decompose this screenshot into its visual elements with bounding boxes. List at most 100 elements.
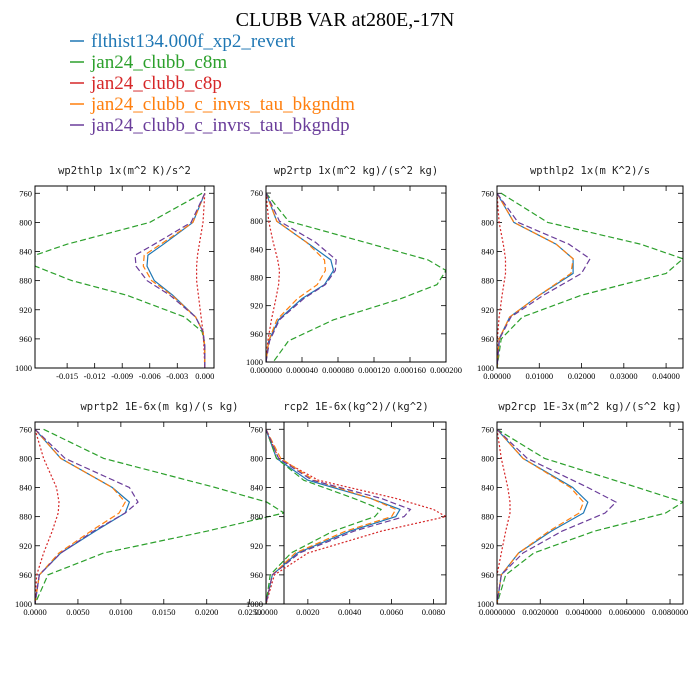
y-tick-label: 800 <box>481 217 494 227</box>
legend-entry: jan24_clubb_c8p <box>90 73 222 94</box>
series-line-3 <box>497 193 507 368</box>
y-tick-label: 1000 <box>477 599 494 609</box>
legend-entry: flthist134.000f_xp2_revert <box>91 31 296 52</box>
panel-title: wprtp2 1E-6x(m kg)/(s kg) <box>80 401 238 413</box>
y-tick-label: 800 <box>250 453 263 463</box>
series-line-5 <box>266 192 337 362</box>
y-tick-label: 800 <box>19 453 32 463</box>
x-tick-label: 0.0250 <box>238 607 261 617</box>
x-tick-label: 0.000120 <box>358 365 390 375</box>
y-tick-label: 960 <box>481 334 494 344</box>
series-line-5 <box>35 428 139 604</box>
x-tick-label: -0.012 <box>84 371 106 381</box>
y-tick-label: 960 <box>19 570 32 580</box>
chart-panel-4: wprtp2 1E-6x(m kg)/(s kg) 760 800 840 880 920… <box>15 401 285 617</box>
y-tick-label: 880 <box>250 512 263 522</box>
plot-frame <box>496 185 684 369</box>
y-tick-label: 920 <box>19 305 32 315</box>
y-tick-label: 800 <box>481 453 494 463</box>
x-tick-label: 0.0040000 <box>565 607 601 617</box>
y-tick-label: 920 <box>250 301 263 311</box>
plot-frame <box>265 421 447 605</box>
y-tick-label: 1000 <box>246 357 263 367</box>
y-tick-label: 840 <box>481 483 494 493</box>
plot-frame <box>265 185 447 363</box>
series-line-4 <box>35 428 126 604</box>
chart-panel-3: wpthlp2 1x(m K^2)/s 760 800 840 880 920 960 100… <box>477 165 684 381</box>
y-tick-label: 880 <box>481 276 494 286</box>
x-tick-label: 0.0020000 <box>522 607 558 617</box>
y-tick-label: 760 <box>481 424 494 434</box>
series-line-2 <box>497 428 683 604</box>
y-tick-label: 920 <box>250 541 263 551</box>
y-tick-label: 880 <box>19 276 32 286</box>
legend-entry: jan24_clubb_c_invrs_tau_bkgndm <box>90 94 355 115</box>
x-tick-label: 0.04000 <box>652 371 680 381</box>
y-tick-label: 800 <box>250 216 263 226</box>
plot-frame <box>34 185 215 369</box>
y-tick-label: 1000 <box>15 599 32 609</box>
panel-title: wp2rtp 1x(m^2 kg)/(s^2 kg) <box>274 165 438 177</box>
x-tick-label: 0.0000 <box>23 607 46 617</box>
plot-frame <box>34 421 285 605</box>
x-tick-label: 0.000080 <box>322 365 354 375</box>
x-tick-label: 0.0060000 <box>609 607 645 617</box>
plot-frame <box>496 421 684 605</box>
x-tick-label: 0.0060 <box>380 607 403 617</box>
series-line-4 <box>142 193 206 368</box>
legend-entry: jan24_clubb_c_invrs_tau_bkgndp <box>90 115 350 136</box>
series-line-2 <box>35 428 284 604</box>
series-line-2 <box>266 429 383 604</box>
chart-panel-2: wp2rtp 1x(m^2 kg)/(s^2 kg) 760 800 840 880 92… <box>246 165 462 375</box>
x-tick-label: 0.0000000 <box>479 607 515 617</box>
series-line-4 <box>266 192 327 362</box>
x-tick-label: 0.000 <box>195 371 214 381</box>
y-tick-label: 880 <box>481 512 494 522</box>
x-tick-label: 0.000200 <box>430 365 462 375</box>
y-tick-label: 1000 <box>477 363 494 373</box>
series-line-3 <box>266 429 446 604</box>
y-tick-label: 960 <box>19 334 32 344</box>
panel-title: wpthlp2 1x(m K^2)/s <box>530 165 650 177</box>
x-tick-label: 0.03000 <box>610 371 638 381</box>
series-line-1 <box>497 192 574 368</box>
chart-panel-1: wp2thlp 1x(m^2 K)/s^2 760 800 840 880 920 960 1… <box>15 165 215 381</box>
y-tick-label: 840 <box>19 247 32 257</box>
series-line-1 <box>35 428 131 604</box>
x-tick-label: -0.006 <box>139 371 161 381</box>
panel-title: wp2rcp 1E-3x(m^2 kg)/(s^2 kg) <box>498 401 681 413</box>
y-tick-label: 1000 <box>246 599 263 609</box>
x-tick-label: 0.0050 <box>66 607 89 617</box>
series-line-2 <box>266 192 446 362</box>
chart-panel-5: rcp2 1E-6x(kg^2)/(kg^2) 760 800 840 880 920 96… <box>246 401 447 617</box>
x-tick-label: 0.000000 <box>250 365 282 375</box>
y-tick-label: 960 <box>250 570 263 580</box>
x-tick-label: 0.01000 <box>525 371 553 381</box>
x-tick-label: 0.000040 <box>286 365 318 375</box>
x-tick-label: 0.0080 <box>422 607 445 617</box>
y-tick-label: 760 <box>481 188 494 198</box>
x-tick-label: -0.009 <box>111 371 133 381</box>
x-tick-label: -0.015 <box>56 371 78 381</box>
y-tick-label: 960 <box>481 570 494 580</box>
panel-title: wp2thlp 1x(m^2 K)/s^2 <box>58 165 191 177</box>
y-tick-label: 800 <box>19 217 32 227</box>
y-tick-label: 840 <box>250 244 263 254</box>
x-tick-label: 0.000160 <box>394 365 426 375</box>
series-line-3 <box>497 429 511 604</box>
y-tick-label: 1000 <box>15 363 32 373</box>
panel-title: rcp2 1E-6x(kg^2)/(kg^2) <box>283 401 428 413</box>
y-tick-label: 880 <box>250 273 263 283</box>
series-line-5 <box>497 192 591 368</box>
y-tick-label: 840 <box>481 247 494 257</box>
series-line-3 <box>266 192 281 362</box>
series-line-3 <box>35 429 60 604</box>
legend: flthist134.000f_xp2_revert jan24_clubb_c8… <box>70 31 355 136</box>
x-tick-label: 0.0000 <box>254 607 277 617</box>
series-line-5 <box>134 193 206 368</box>
y-tick-label: 920 <box>19 541 32 551</box>
chart-panels: wp2thlp 1x(m^2 K)/s^2 760 800 840 880 920 960 1… <box>15 165 688 617</box>
y-tick-label: 840 <box>19 483 32 493</box>
y-tick-label: 760 <box>250 424 263 434</box>
x-tick-label: -0.003 <box>166 371 188 381</box>
